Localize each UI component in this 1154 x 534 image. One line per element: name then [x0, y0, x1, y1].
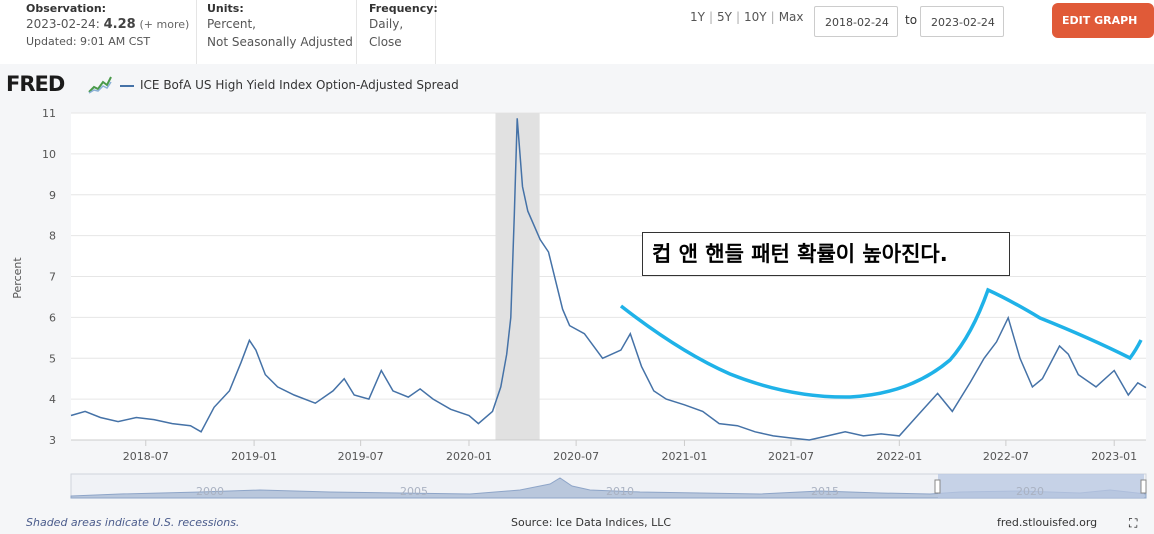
frequency-line2: Close: [369, 35, 402, 49]
fred-logo[interactable]: FRED: [6, 72, 65, 96]
observation-label: Observation:: [26, 2, 107, 15]
legend-swatch: [120, 84, 134, 87]
units-label: Units:: [207, 2, 244, 15]
date-to-input[interactable]: 2023-02-24: [920, 6, 1004, 37]
gear-icon: ⚙: [1064, 48, 1076, 63]
observation-date: 2023-02-24:: [26, 17, 100, 31]
frequency-column: Frequency: Daily, Close: [356, 0, 438, 64]
range-10y[interactable]: 10Y: [744, 10, 767, 24]
observation-value: 4.28: [103, 17, 136, 32]
annotation-box: 컵 앤 핸들 패턴 확률이 높아진다.: [642, 232, 1010, 276]
source-note[interactable]: Source: Ice Data Indices, LLC: [511, 516, 672, 529]
legend-series-name: ICE BofA US High Yield Index Option-Adju…: [140, 78, 459, 92]
date-from-input[interactable]: 2018-02-24: [814, 6, 898, 37]
range-1y[interactable]: 1Y: [690, 10, 705, 24]
fullscreen-icon[interactable]: ⛶: [1129, 516, 1138, 530]
edit-graph-label: EDIT GRAPH: [1062, 14, 1138, 27]
observation-column: Observation: 2023-02-24: 4.28 (+ more) U…: [26, 0, 196, 64]
range-selector: 1Y | 5Y | 10Y | Max: [690, 10, 804, 24]
to-label: to: [905, 13, 918, 27]
units-column: Units: Percent, Not Seasonally Adjusted: [196, 0, 356, 64]
observation-line: 2023-02-24: 4.28 (+ more): [26, 15, 196, 34]
range-5y[interactable]: 5Y: [717, 10, 732, 24]
updated-time: Updated: 9:01 AM CST: [26, 35, 151, 48]
site-link[interactable]: fred.stlouisfed.org: [997, 516, 1098, 529]
frequency-line1: Daily,: [369, 17, 404, 31]
frequency-label: Frequency:: [369, 2, 438, 15]
observation-more-link[interactable]: (+ more): [139, 18, 190, 31]
chart-legend: ICE BofA US High Yield Index Option-Adju…: [120, 78, 459, 92]
recession-note: Shaded areas indicate U.S. recessions.: [26, 516, 240, 529]
observation-header: Observation: 2023-02-24: 4.28 (+ more) U…: [0, 0, 1154, 65]
chart-area: [0, 64, 1154, 534]
fred-logo-chart-icon: [88, 74, 112, 94]
units-line2: Not Seasonally Adjusted: [207, 35, 353, 49]
edit-graph-button[interactable]: EDIT GRAPH ⚙: [1052, 3, 1154, 63]
range-max[interactable]: Max: [778, 10, 804, 24]
units-line1: Percent,: [207, 17, 256, 31]
